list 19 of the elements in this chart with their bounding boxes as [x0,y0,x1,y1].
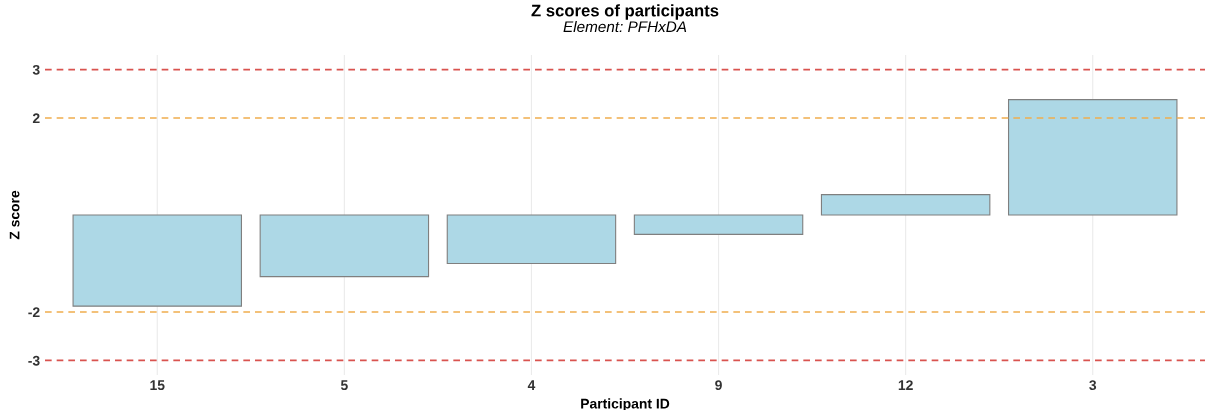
chart-title: Z scores of participants [531,4,719,20]
y-tick-label: 2 [32,113,40,124]
x-tick-label: 15 [150,380,165,391]
bar [633,214,804,235]
y-tick-label: 3 [32,64,40,75]
bar [446,214,617,265]
y-tick-label: -2 [28,307,40,317]
bar [820,194,991,216]
y-axis-title: Z score [9,190,20,240]
bar [259,214,430,278]
bar [72,214,243,307]
x-tick-label: 5 [340,380,348,391]
x-tick-label: 9 [715,380,722,391]
x-tick-label: 12 [898,380,913,390]
y-tick-label: -3 [28,355,40,366]
x-tick-label: 3 [1089,380,1097,391]
chart-subtitle: Element: PFHxDA [563,20,687,33]
bar [1007,99,1178,216]
x-tick-label: 4 [527,380,536,390]
